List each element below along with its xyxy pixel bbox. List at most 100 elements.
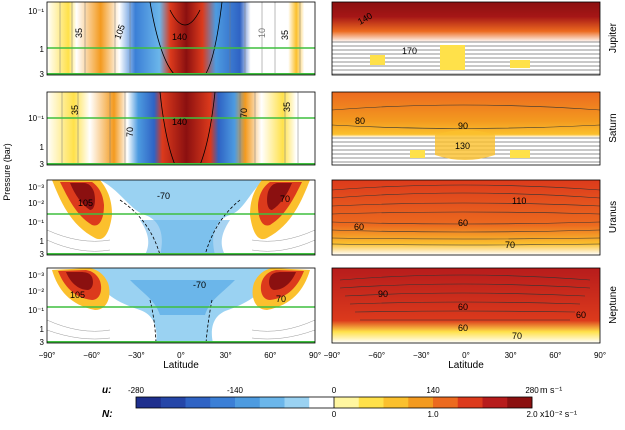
ura-r-label-b: 60: [354, 222, 364, 232]
jup-r-label-a: 170: [402, 46, 417, 56]
xtick-label: −60°: [83, 351, 100, 360]
colorbar-u-ticks: -280 -140 0 140 280: [128, 386, 539, 395]
colorbar-n-tick: 0: [332, 410, 337, 419]
ytick-sat-0: 10⁻¹: [28, 114, 44, 123]
ytick-ura-3: 1: [40, 237, 45, 246]
x-axis-label-right: Latitude: [448, 360, 484, 371]
colorbar-n-ticks: 0 1.0 2.0: [332, 410, 538, 419]
nep-r-label-a: 90: [378, 289, 388, 299]
nep-r-label-d: 60: [458, 323, 468, 333]
jupiter-n-panel: [331, 1, 601, 76]
sat-label-e: 35: [282, 102, 292, 112]
ura-r-label-c: 60: [458, 218, 468, 228]
ytick-nep-3: 1: [40, 325, 45, 334]
saturn-n-panel: [331, 91, 601, 166]
colorbar-cell: [433, 397, 459, 408]
colorbar-cell: [210, 397, 236, 408]
colorbar-u-tick: 140: [426, 386, 440, 395]
ytick-ura-4: 3: [40, 250, 45, 259]
xtick-label: 30°: [220, 351, 232, 360]
ytick-ura-0: 10⁻³: [28, 183, 44, 192]
sat-label-d: 70: [239, 108, 249, 118]
colorbar-cell: [160, 397, 186, 408]
colorbar-cell: [136, 397, 162, 408]
colorbar-n-tick: 2.0: [526, 410, 538, 419]
sat-label-a: 35: [70, 105, 80, 115]
colorbar-u-label: u:: [102, 385, 111, 396]
ura-label-a: 105: [78, 198, 93, 208]
neptune-u-panel: [46, 267, 316, 344]
xtick-label: 60°: [549, 351, 561, 360]
planet-label-jupiter: Jupiter: [608, 22, 619, 53]
colorbar-u-tick: -280: [128, 386, 145, 395]
colorbar-u-tick: 280: [525, 386, 539, 395]
uranus-n-panel: [331, 179, 601, 256]
nep-r-label-c: 60: [576, 310, 586, 320]
jup-label-d: 35: [280, 30, 290, 40]
xtick-label: 90°: [594, 351, 606, 360]
xtick-label: 90°: [309, 351, 321, 360]
colorbar-cell: [235, 397, 261, 408]
colorbar-cell: [507, 397, 533, 408]
jup-label-c: 140: [172, 32, 187, 42]
colorbar-cell: [309, 397, 335, 408]
planet-label-neptune: Neptune: [608, 286, 619, 324]
ytick-jup-2: 3: [40, 70, 45, 79]
jup-label-e: 10: [257, 28, 267, 38]
colorbar-cell: [334, 397, 360, 408]
nep-label-a: 105: [70, 290, 85, 300]
colorbar-n-tick: 1.0: [427, 410, 439, 419]
ytick-ura-1: 10⁻²: [28, 199, 44, 208]
ytick-nep-0: 10⁻³: [28, 271, 44, 280]
ura-r-label-a: 110: [512, 196, 526, 206]
x-axis-label-left: Latitude: [163, 360, 199, 371]
nep-label-b: -70: [193, 280, 206, 290]
y-axis-label: Pressure (bar): [2, 143, 12, 201]
sat-r-label-a: 80: [355, 116, 365, 126]
ytick-nep-1: 10⁻²: [28, 287, 44, 296]
ytick-nep-2: 10⁻¹: [28, 306, 44, 315]
ura-label-b: -70: [157, 191, 170, 201]
nep-r-label-b: 60: [458, 302, 468, 312]
ytick-jup-0: 10⁻¹: [28, 7, 44, 16]
colorbar-u-tick: -140: [227, 386, 244, 395]
xtick-label: 30°: [505, 351, 517, 360]
colorbar-n-units: x10⁻² s⁻¹: [540, 409, 577, 419]
ytick-sat-1: 1: [40, 143, 45, 152]
colorbar-cell: [383, 397, 409, 408]
jupiter-u-panel: [46, 1, 316, 76]
colorbar-n-label: N:: [102, 409, 113, 420]
xtick-label: −90°: [39, 351, 56, 360]
xtick-label: 60°: [264, 351, 276, 360]
xtick-label: −30°: [128, 351, 145, 360]
sat-r-label-b: 90: [458, 121, 468, 131]
colorbar-cell: [457, 397, 483, 408]
saturn-u-panel: [46, 91, 316, 166]
colorbar-cell: [408, 397, 434, 408]
xtick-label: 0°: [177, 351, 185, 360]
x-ticks-left: −90° −60° −30° 0° 30° 60° 90°: [39, 351, 321, 360]
colorbar-cell: [482, 397, 508, 408]
colorbar-cell: [185, 397, 211, 408]
x-ticks-right: −90° −60° −30° 0° 30° 60° 90°: [324, 351, 606, 360]
colorbar-cell: [259, 397, 285, 408]
sat-label-c: 140: [172, 117, 187, 127]
xtick-label: 0°: [462, 351, 470, 360]
sat-label-b: 70: [125, 127, 135, 137]
nep-r-label-e: 70: [512, 331, 522, 341]
ytick-jup-1: 1: [40, 45, 45, 54]
colorbar-u-tick: 0: [332, 386, 337, 395]
ytick-ura-2: 10⁻¹: [28, 218, 44, 227]
ura-r-label-d: 70: [505, 240, 515, 250]
colorbar-cell: [284, 397, 310, 408]
uranus-u-panel: [46, 179, 316, 256]
sat-r-label-c: 130: [455, 141, 470, 151]
ura-label-c: 70: [280, 194, 290, 204]
ytick-sat-2: 3: [40, 160, 45, 169]
neptune-n-panel: [331, 267, 601, 344]
colorbar-u-units: m s⁻¹: [540, 385, 562, 395]
xtick-label: −30°: [413, 351, 430, 360]
colorbar: [135, 396, 533, 409]
nep-label-c: 70: [276, 294, 286, 304]
